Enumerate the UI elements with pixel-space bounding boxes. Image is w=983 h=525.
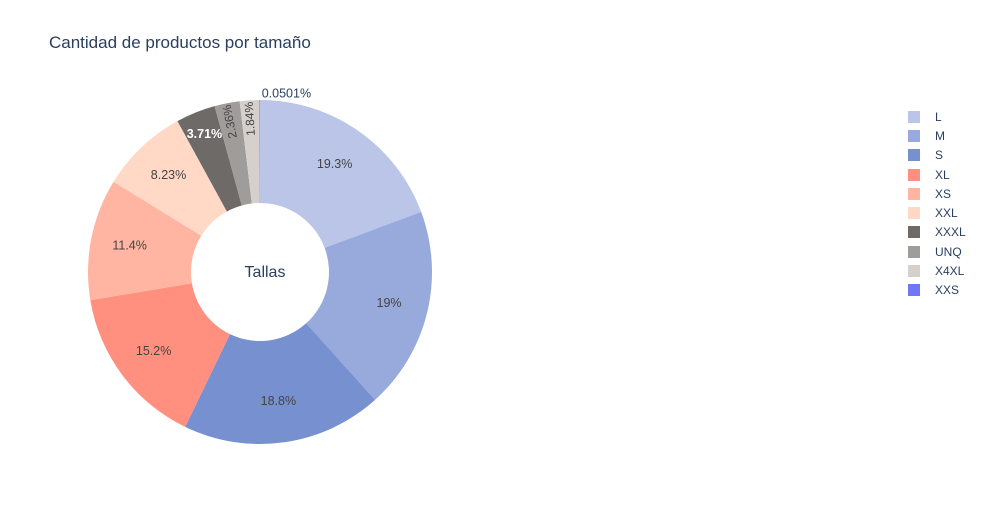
legend-item-xl[interactable]: XL [908, 165, 983, 184]
legend-swatch [908, 168, 920, 181]
center-label: Tallas [245, 264, 286, 281]
pie-slice-labels: 19.3% 19% 18.8% 15.2% 11.4% 8.23% 3.71%2.36% 1.… [112, 86, 401, 407]
legend-item-x4xl[interactable]: X4XL [908, 261, 983, 280]
legend-swatch [908, 129, 920, 142]
slice-label-s: 18.8% [261, 394, 296, 408]
slice-label-xxl: 8.23% [151, 168, 186, 182]
legend-item-m[interactable]: M [908, 126, 983, 145]
legend-label: XXXL [935, 225, 966, 240]
slice-label-xxs: 0.0501% [262, 86, 311, 100]
legend-label: XXS [935, 283, 960, 298]
pie-slice-xxs[interactable] [259, 100, 260, 204]
legend-item-xxxl[interactable]: XXXL [908, 223, 983, 242]
legend-swatch [908, 110, 920, 123]
pie-slice-xxxl[interactable] [177, 106, 242, 212]
legend-swatch [908, 149, 920, 162]
pie-slice-l[interactable] [260, 100, 422, 248]
slice-label-xs: 11.4% [112, 239, 147, 253]
legend-label: M [935, 128, 945, 143]
pie-slice-xl[interactable] [90, 283, 230, 427]
chart-title: Cantidad de productos por tamaño [49, 33, 311, 52]
slice-label-m: 19% [377, 296, 402, 310]
legend-swatch [908, 187, 920, 200]
slice-label-xxxl: 3.71% [187, 127, 222, 141]
legend-label: XXL [935, 206, 958, 221]
legend-item-s[interactable]: S [908, 146, 983, 165]
legend-item-l[interactable]: L [908, 107, 983, 126]
legend: L M S XL XS XXL XXXL UNQ X4XL XXS [908, 107, 983, 300]
slice-label-xl: 15.2% [136, 344, 171, 358]
legend-swatch [908, 265, 920, 278]
legend-label: XL [935, 167, 950, 182]
pie-slice-m[interactable] [306, 211, 432, 400]
legend-swatch [908, 226, 920, 239]
legend-item-xxs[interactable]: XXS [908, 281, 983, 300]
legend-item-xxl[interactable]: XXL [908, 203, 983, 222]
pie-slice-x4xl[interactable] [239, 100, 260, 204]
legend-swatch [908, 245, 920, 258]
legend-label: X4XL [935, 264, 965, 279]
slice-label-unq: 2.36% [220, 103, 240, 139]
legend-label: UNQ [935, 244, 962, 259]
pie-slice-s[interactable] [185, 323, 376, 444]
slice-label-l: 19.3% [317, 157, 352, 171]
legend-item-xs[interactable]: XS [908, 184, 983, 203]
legend-label: L [935, 109, 942, 124]
legend-swatch [908, 284, 920, 297]
legend-label: XS [935, 186, 952, 201]
legend-swatch [908, 207, 920, 220]
legend-label: S [935, 148, 944, 163]
pie-slice-xxl[interactable] [113, 121, 227, 236]
pie-slice-unq[interactable] [214, 101, 252, 206]
pie-slice-xs[interactable] [88, 181, 202, 301]
pie-slices [88, 100, 432, 444]
slice-label-x4xl: 1.84% [242, 101, 258, 136]
legend-item-unq[interactable]: UNQ [908, 242, 983, 261]
